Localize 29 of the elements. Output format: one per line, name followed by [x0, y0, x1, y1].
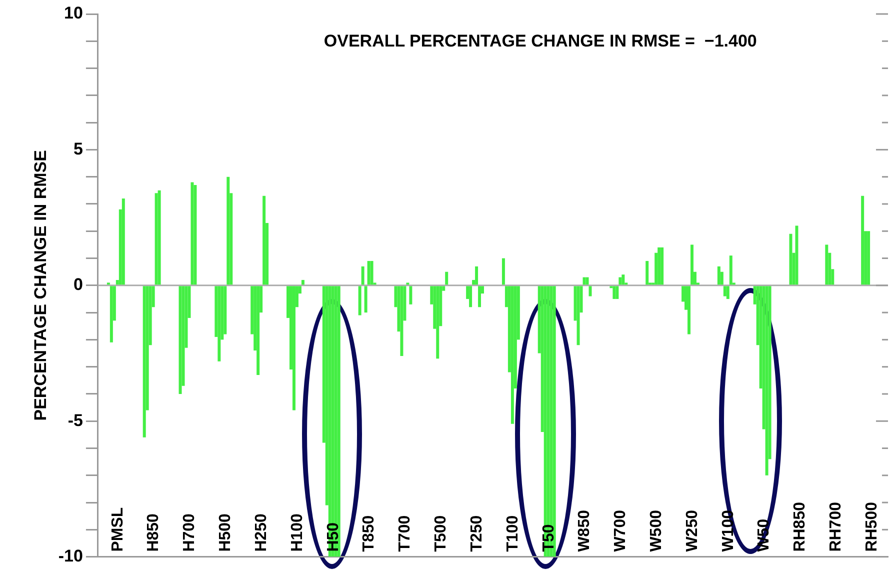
- text: OVERALL PERCENTAGE CHANGE IN RMSE = −1.400: [324, 32, 757, 51]
- y-tick-label: 0: [74, 275, 83, 294]
- y-tick-label: 10: [64, 4, 83, 23]
- x-tick-label: W500: [648, 510, 665, 552]
- x-tick-label: W850: [576, 510, 594, 552]
- x-tick-label: H100: [288, 513, 306, 552]
- x-tick-label: RH700: [828, 502, 845, 552]
- x-tick-label: T850: [360, 515, 378, 552]
- x-tick-label: T250: [468, 515, 486, 552]
- x-tick-label: W50: [756, 518, 773, 552]
- x-tick-label: H250: [252, 513, 270, 552]
- x-tick-label: RH850: [792, 502, 809, 552]
- x-tick-label: H50: [324, 522, 342, 552]
- x-tick-label: W100: [720, 510, 737, 552]
- x-tick-label: T50: [540, 524, 558, 552]
- x-tick-label: RH500: [863, 502, 880, 552]
- x-tick-label: W250: [684, 510, 701, 552]
- y-tick-label: -5: [68, 410, 83, 430]
- y-axis-title: PERCENTAGE CHANGE IN RMSE: [30, 150, 50, 421]
- x-tick-label: T500: [432, 515, 450, 552]
- y-tick-label: -10: [58, 546, 83, 566]
- x-tick-label: PMSL: [109, 507, 126, 552]
- x-tick-label: T700: [396, 515, 414, 552]
- x-tick-label: W700: [612, 510, 630, 552]
- y-tick-label: 5: [74, 139, 83, 158]
- x-tick-label: H700: [181, 513, 198, 552]
- x-tick-label: H500: [217, 513, 234, 552]
- x-tick-label: T100: [504, 515, 522, 552]
- x-tick-label: H850: [145, 513, 162, 552]
